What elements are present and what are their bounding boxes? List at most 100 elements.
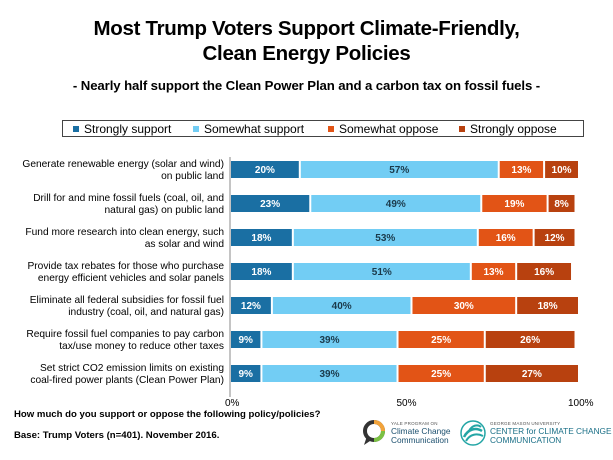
category-label-line: energy efficient vehicles and solar pane… [37,272,224,284]
category-label-line: natural gas) on public land [104,204,225,216]
bar-segment [517,263,572,280]
bar-data-label: 12% [241,301,261,312]
bar-segment [534,229,575,246]
x-tick-label: 100% [568,398,594,409]
category-label-line: Fund more research into clean energy, su… [25,227,224,238]
legend-swatch [73,126,79,132]
bar-segment [293,229,477,246]
category-label-line: Require fossil fuel companies to pay car… [26,329,224,340]
bar-data-label: 39% [319,369,339,380]
category-label: Fund more research into clean energy, su… [0,227,224,250]
bar-data-label: 18% [251,267,271,278]
bar-data-label: 9% [238,335,253,346]
bar-segment [398,365,484,382]
legend-item-strongly-oppose: Strongly oppose [459,122,557,136]
yale-climate-logo: YALE PROGRAM ON Climate Change Communica… [362,418,462,448]
bar-data-label: 18% [251,233,271,244]
speech-bubble-icon [363,420,385,445]
bar-data-label: 39% [319,335,339,346]
bar-data-label: 19% [504,199,524,210]
legend-swatch [328,126,334,132]
legend-label: Strongly oppose [470,122,557,136]
bar-data-label: 16% [534,267,554,278]
bar-segment [398,331,484,348]
bar-segment [517,297,578,314]
bar-segment [231,195,310,212]
legend-label: Somewhat support [204,122,305,136]
category-label: Require fossil fuel companies to pay car… [0,329,224,352]
category-label-line: tax/use money to reduce other taxes [59,340,224,352]
bar-data-label: 26% [520,335,540,346]
bar-data-label: 25% [431,335,451,346]
bar-data-label: 51% [372,267,392,278]
category-label-line: Provide tax rebates for those who purcha… [27,261,224,272]
bar-data-label: 10% [552,165,572,176]
stacked-bar-chart: 20% 57% 13% 10% 23% 49% 19% 8% 18% 53% 16% 12% 18% 51… [229,157,578,397]
footnote-question: How much do you support or oppose the fo… [14,409,321,420]
category-label-line: Eliminate all federal subsidies for foss… [29,295,224,306]
bar-segment [471,263,516,280]
chart-subtitle: - Nearly half support the Clean Power Pl… [72,78,541,93]
bar-data-label: 57% [389,165,409,176]
x-tick-label: 50% [396,398,417,409]
bar-segment [545,161,578,178]
category-label: Generate renewable energy (solar and win… [0,159,224,182]
legend-item-somewhat-oppose: Somewhat oppose [328,122,438,136]
bar-segment [300,161,498,178]
gmu-logo-line1: CENTER for CLIMATE CHANGE [490,426,612,436]
category-label: Set strict CO2 emission limits on existi… [0,363,224,386]
bar-data-label: 53% [375,233,395,244]
bar-data-label: 16% [496,233,516,244]
bar-data-label: 13% [483,267,503,278]
legend-label: Strongly support [84,122,172,136]
bar-data-label: 20% [255,165,275,176]
bar-data-label: 13% [511,165,531,176]
bar-segment [478,229,533,246]
gmu-center-logo: GEORGE MASON UNIVERSITY CENTER for CLIMA… [460,418,612,448]
category-label-line: coal-fired power plants (Clean Power Pla… [30,374,224,386]
legend-item-strongly-support: Strongly support [73,122,171,136]
bar-segment [485,331,575,348]
bar-segment [231,297,271,314]
bar-data-label: 30% [454,301,474,312]
bar-segment [548,195,575,212]
bar-segment [231,365,261,382]
bar-data-label: 18% [538,301,558,312]
yale-logo-line2: Communication [391,435,449,445]
bar-data-label: 40% [332,301,352,312]
bar-segment [272,297,411,314]
gmu-logo-line2: COMMUNICATION [490,435,562,445]
yale-logo-small: YALE PROGRAM ON [391,421,438,426]
legend-swatch [193,126,199,132]
chart-legend: Strongly support Somewhat support Somewhat… [62,120,584,137]
bar-segment [262,365,397,382]
category-label-line: Generate renewable energy (solar and win… [22,159,224,170]
category-label: Provide tax rebates for those who purcha… [0,261,224,284]
bar-segment [231,263,292,280]
x-tick-label: 0% [225,398,240,409]
bar-segment [231,229,292,246]
bar-segment [231,161,299,178]
category-label: Drill for and mine fossil fuels (coal, o… [0,193,224,216]
bar-data-label: 9% [238,369,253,380]
bar-data-label: 23% [260,199,280,210]
category-label-line: as solar and wind [144,238,224,250]
category-label-line: industry (coal, oil, and natural gas) [68,306,224,318]
bar-segment [482,195,547,212]
bar-data-label: 49% [386,199,406,210]
bar-data-label: 27% [522,369,542,380]
bar-data-label: 25% [431,369,451,380]
gmu-logo-small: GEORGE MASON UNIVERSITY [490,421,561,426]
category-label: Eliminate all federal subsidies for foss… [0,295,224,318]
bar-segment [499,161,544,178]
legend-item-somewhat-support: Somewhat support [193,122,304,136]
yale-logo-line1: Climate Change [391,426,451,436]
bar-data-label: 8% [554,199,569,210]
legend-swatch [459,126,465,132]
bar-segment [485,365,578,382]
category-label-line: on public land [161,170,224,182]
chart-title-line2: Clean Energy Policies [202,42,411,65]
category-label-line: Drill for and mine fossil fuels (coal, o… [33,193,224,204]
bar-segment [231,331,261,348]
legend-label: Somewhat oppose [339,122,439,136]
